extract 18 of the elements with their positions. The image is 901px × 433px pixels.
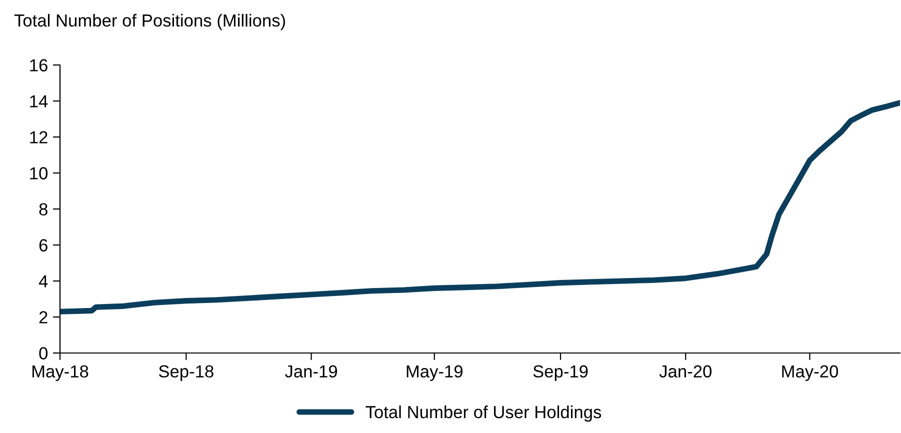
y-tick-label: 14 xyxy=(30,95,48,108)
x-tick-label: Sep-19 xyxy=(533,365,588,381)
chart-title: Total Number of Positions (Millions) xyxy=(14,14,285,30)
legend-label: Total Number of User Holdings xyxy=(366,406,602,422)
y-tick-label: 0 xyxy=(39,347,48,360)
y-tick-label: 6 xyxy=(39,239,48,252)
x-tick-label: May-18 xyxy=(32,365,88,381)
y-tick-label: 2 xyxy=(39,311,48,324)
x-tick-label: Jan-20 xyxy=(659,365,712,378)
x-tick-label: Sep-18 xyxy=(158,365,214,381)
x-tick-label: May-20 xyxy=(782,365,838,381)
x-tick-label: May-19 xyxy=(406,365,462,381)
y-tick-label: 8 xyxy=(39,203,48,216)
y-tick-label: 12 xyxy=(30,131,48,144)
x-tick-label: Jan-19 xyxy=(285,365,338,378)
y-tick-label: 16 xyxy=(30,59,48,72)
y-tick-label: 4 xyxy=(38,275,48,288)
y-tick-label: 10 xyxy=(30,167,48,180)
